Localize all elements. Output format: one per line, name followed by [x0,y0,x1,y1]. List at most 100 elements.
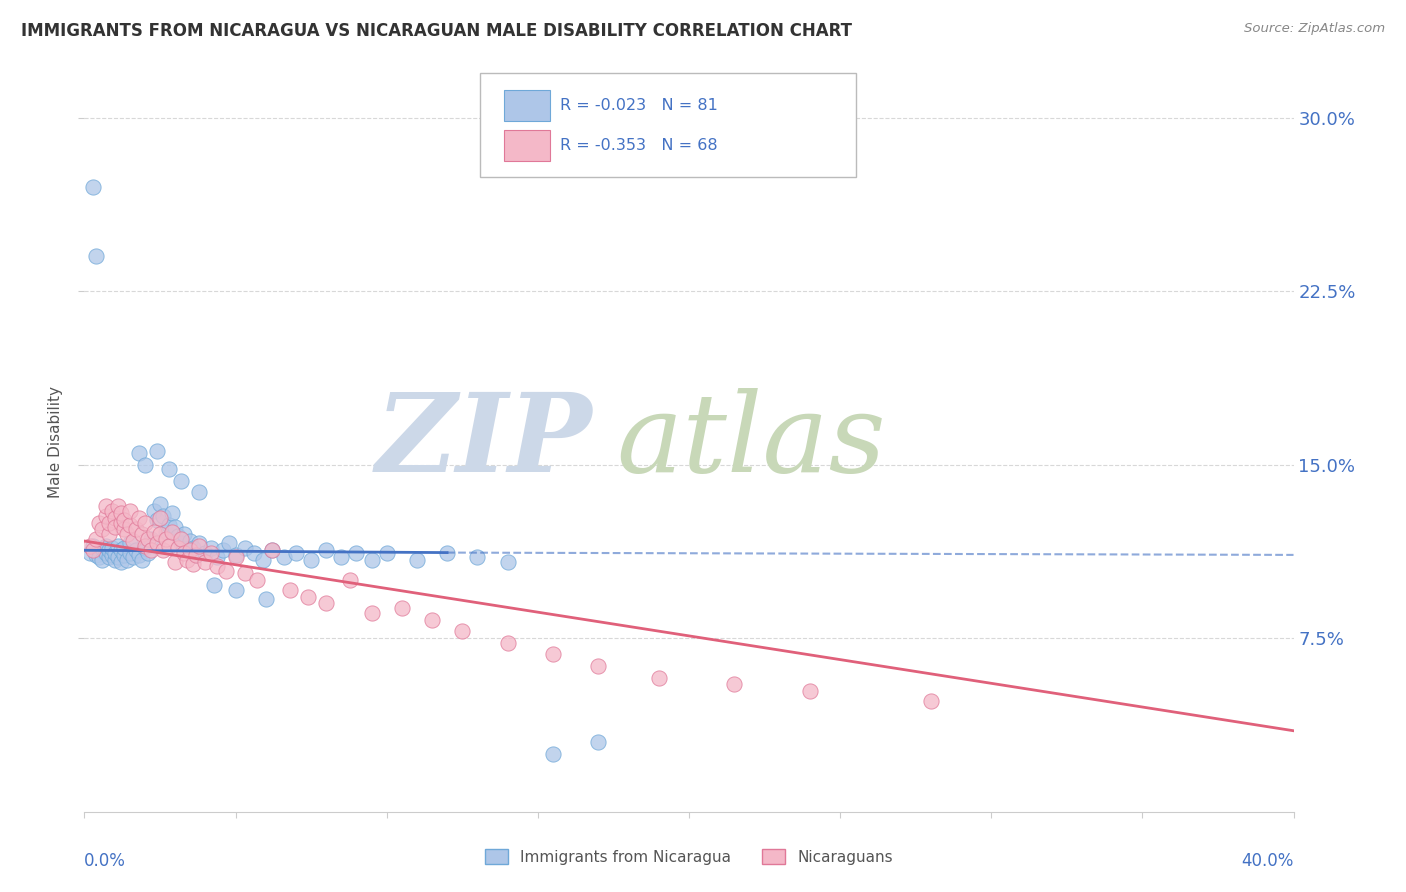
Point [588,735,610,749]
Point [131,552,153,566]
Point [420,613,443,627]
Point [920,694,942,708]
Point [157,539,180,553]
Text: 40.0%: 40.0% [1241,853,1294,871]
Point [100,548,122,562]
Point [107,500,129,514]
Point [94,508,117,523]
Point [218,536,240,550]
Text: Source: ZipAtlas.com: Source: ZipAtlas.com [1244,22,1385,36]
Point [167,529,190,543]
Point [179,543,201,558]
Point [436,545,458,560]
Point [112,513,135,527]
Point [181,557,204,571]
Point [121,550,143,565]
Point [134,516,156,530]
Point [165,555,187,569]
Point [146,513,169,527]
Point [79,545,101,560]
Point [112,541,135,555]
Point [160,506,183,520]
Point [186,548,208,562]
Point [139,532,162,546]
Point [104,552,127,566]
Point [125,543,148,558]
Point [188,485,211,500]
Y-axis label: Male Disability: Male Disability [48,385,63,498]
Point [346,545,368,560]
Point [155,532,177,546]
Point [375,545,398,560]
Point [170,532,193,546]
Point [125,523,148,537]
Point [176,543,198,558]
Point [225,582,247,597]
Point [142,524,165,539]
Point [94,500,117,514]
Point [200,541,222,555]
Point [541,747,564,761]
Point [165,520,187,534]
Point [128,548,150,562]
Point [194,545,217,560]
Legend: Immigrants from Nicaragua, Nicaraguans: Immigrants from Nicaragua, Nicaraguans [479,843,898,871]
Point [588,659,610,673]
Point [648,671,671,685]
Point [215,564,238,578]
Point [160,524,183,539]
Point [118,504,141,518]
Point [496,636,519,650]
Point [299,552,322,566]
Point [207,550,229,565]
Point [110,555,132,569]
Point [115,552,138,566]
Point [149,527,172,541]
Point [330,550,353,565]
Point [110,516,132,530]
Point [89,543,111,558]
Text: atlas: atlas [616,388,886,495]
Point [252,552,274,566]
Point [121,534,143,549]
Point [91,523,114,537]
Point [194,555,217,569]
Point [115,527,138,541]
Point [91,552,114,566]
Point [496,555,519,569]
Point [233,541,256,555]
Point [104,520,127,534]
Point [799,684,821,698]
Point [242,545,264,560]
Point [188,539,211,553]
Point [246,574,269,588]
Point [260,543,283,558]
Point [139,543,162,558]
Point [146,536,169,550]
Point [157,517,180,532]
Point [118,536,141,550]
Point [136,545,159,560]
Point [451,624,474,639]
Point [104,511,127,525]
Point [107,550,129,565]
Point [170,536,193,550]
Point [339,574,361,588]
Point [278,582,301,597]
Point [79,539,101,553]
Point [181,541,204,555]
Point [170,474,193,488]
Point [112,548,135,562]
Point [100,504,122,518]
Point [94,539,117,553]
Point [225,550,247,565]
Point [723,677,745,691]
Text: R = -0.353   N = 68: R = -0.353 N = 68 [560,138,717,153]
Point [91,541,114,555]
Point [89,550,111,565]
Point [260,543,283,558]
Point [104,545,127,560]
Point [128,446,150,460]
Point [97,516,120,530]
Point [128,511,150,525]
